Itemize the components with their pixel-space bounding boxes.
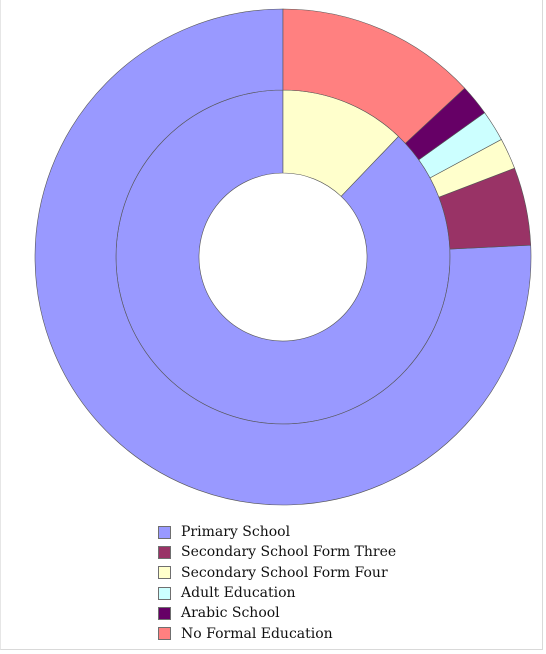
legend-swatch — [158, 566, 171, 580]
legend-swatch — [158, 606, 171, 620]
slice-ring2-no-formal-education — [282, 8, 466, 144]
legend-item-secondary-form-three: Secondary School Form Three — [158, 542, 396, 562]
legend-swatch — [158, 627, 171, 641]
legend-item-no-formal-education: No Formal Education — [158, 623, 396, 643]
legend: Primary School Secondary School Form Thr… — [158, 522, 396, 644]
slice-ring2-adult-education — [418, 112, 502, 179]
slices-group — [34, 8, 532, 506]
legend-label: Secondary School Form Three — [181, 544, 397, 561]
slice-ring2-secondary-form-four — [429, 139, 515, 198]
legend-label: Adult Education — [181, 585, 296, 602]
legend-swatch — [158, 545, 171, 559]
legend-item-primary-school: Primary School — [158, 522, 396, 542]
legend-swatch — [158, 586, 171, 600]
legend-label: Arabic School — [181, 605, 280, 622]
legend-label: No Formal Education — [181, 625, 333, 642]
slice-ring2-arabic-school — [404, 87, 486, 161]
legend-item-secondary-form-four: Secondary School Form Four — [158, 563, 396, 583]
legend-swatch — [158, 525, 171, 539]
legend-item-arabic-school: Arabic School — [158, 603, 396, 623]
legend-item-adult-education: Adult Education — [158, 583, 396, 603]
legend-label: Secondary School Form Four — [181, 564, 388, 581]
slice-ring2-primary-school — [34, 8, 532, 506]
legend-label: Primary School — [181, 524, 291, 541]
